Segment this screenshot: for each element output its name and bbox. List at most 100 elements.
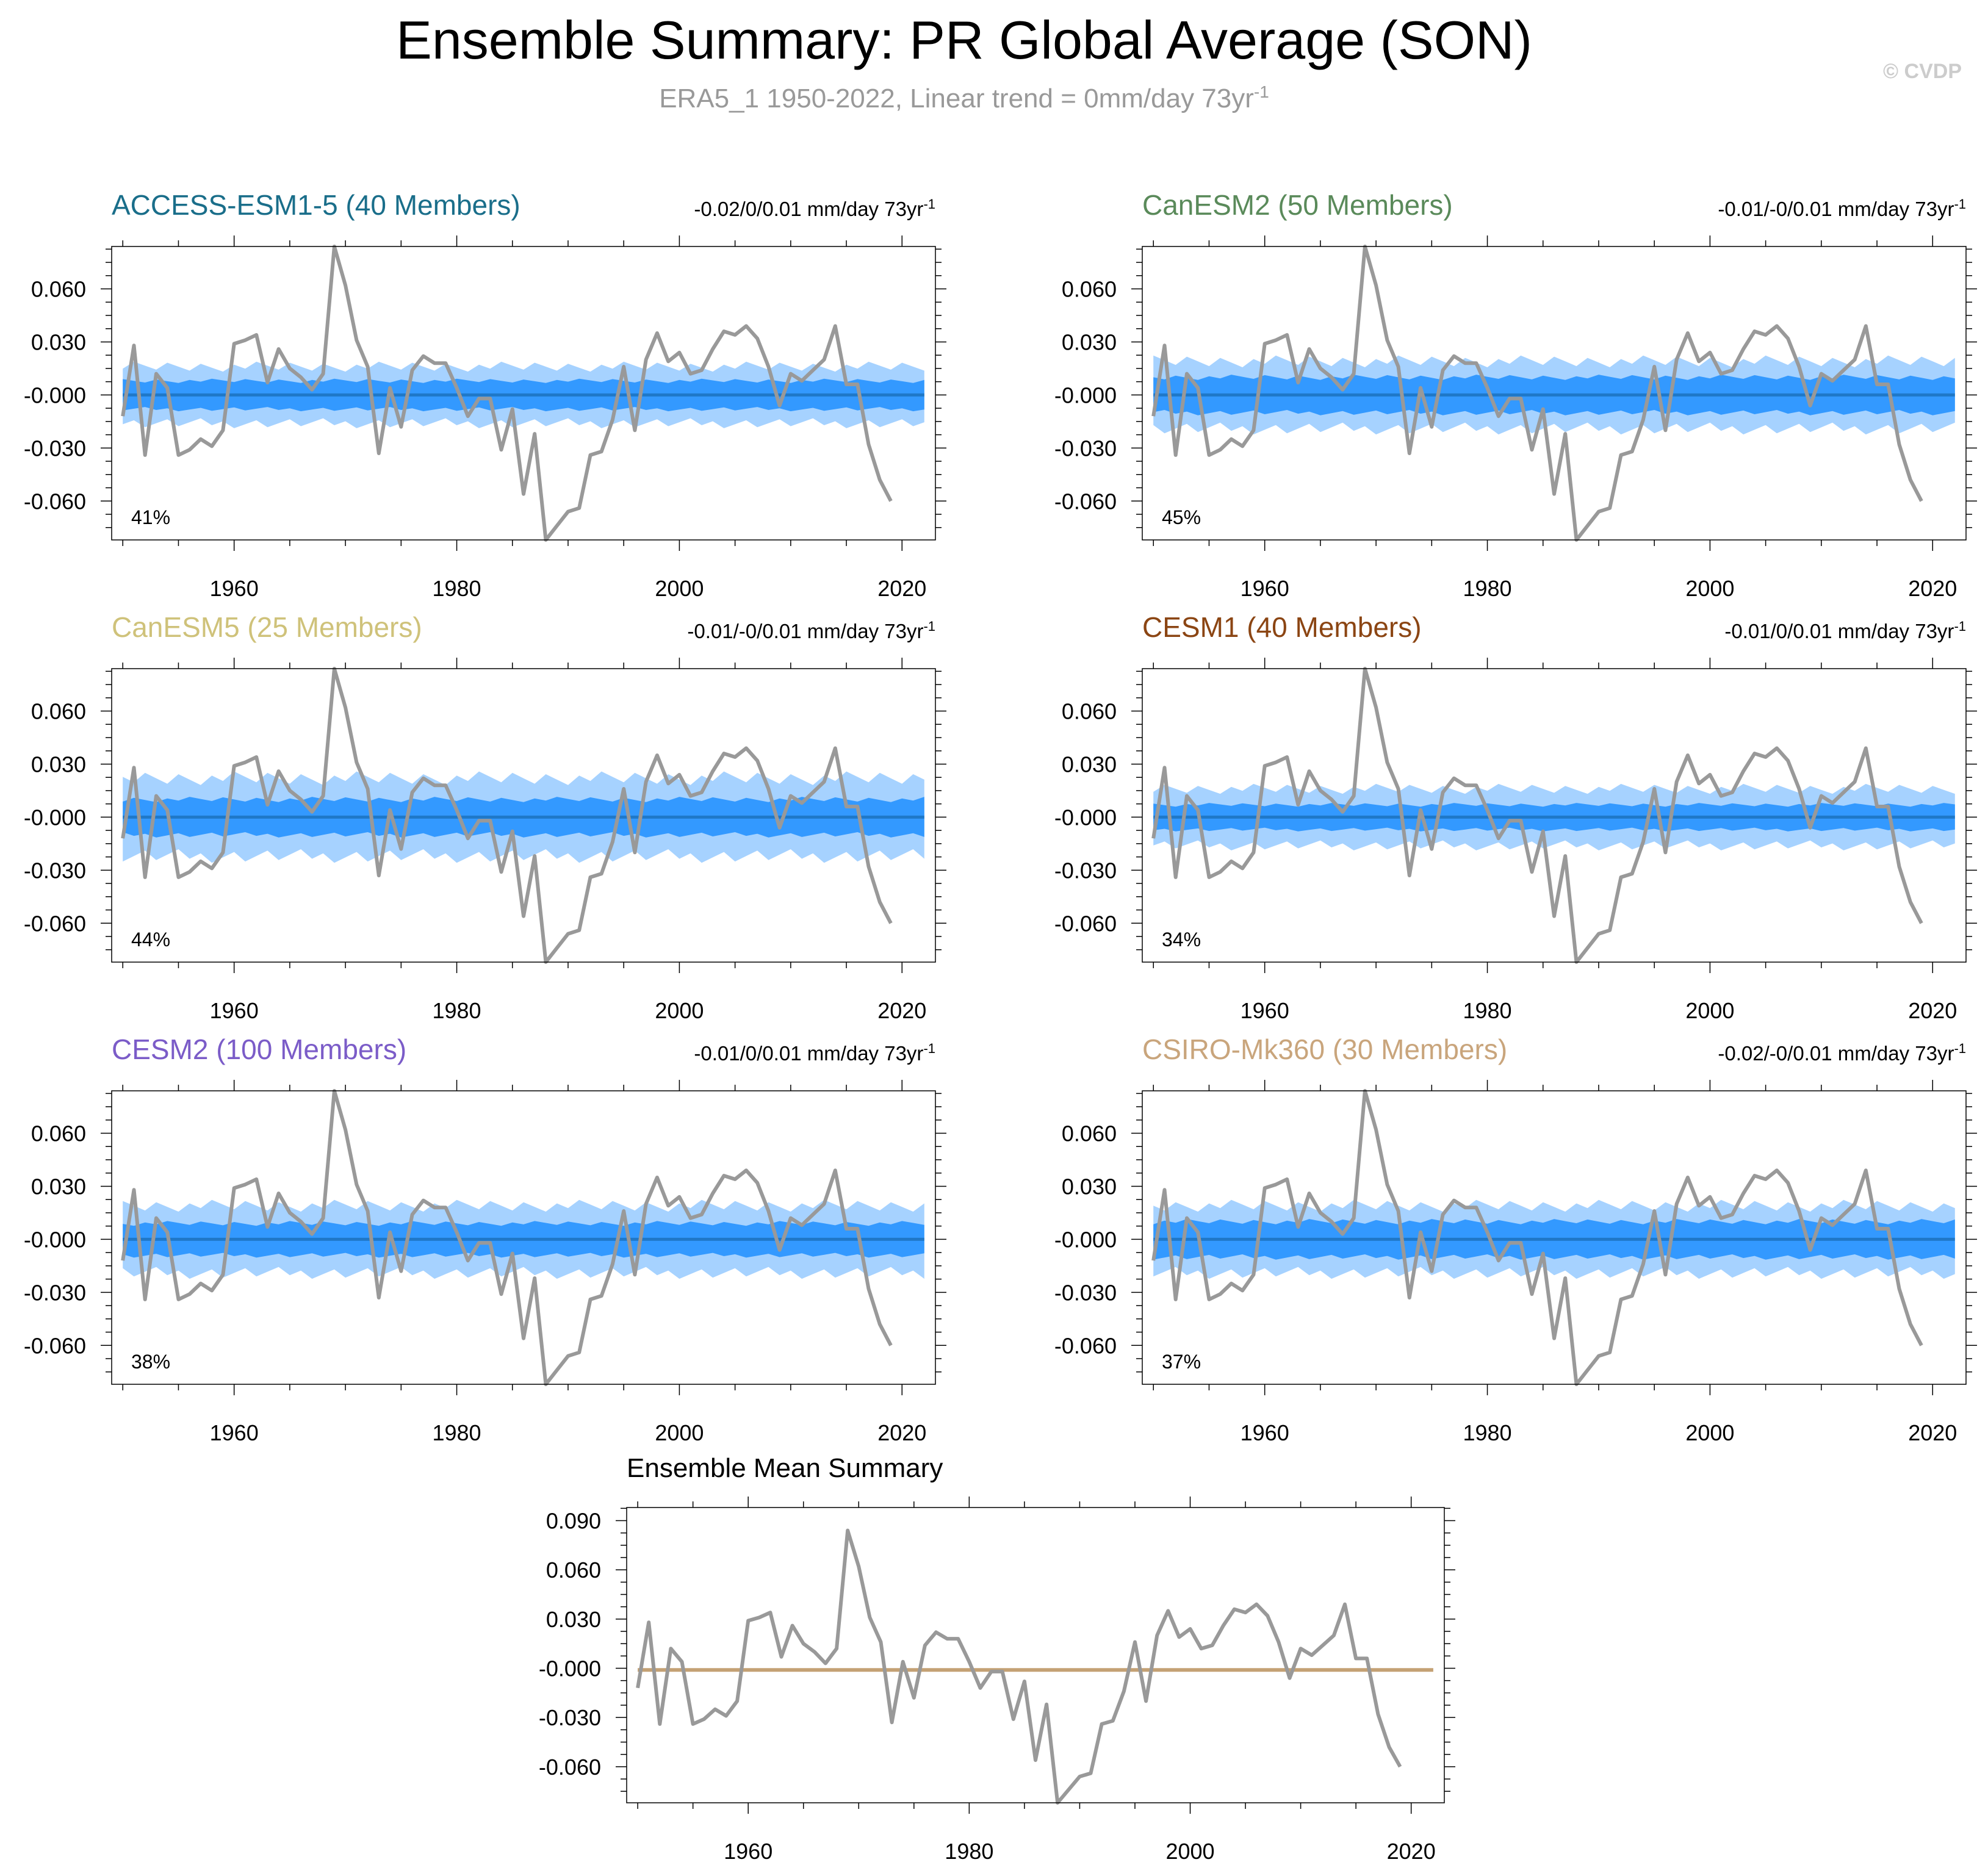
trend-label: -0.02/0/0.01 mm/day 73yr-1 [694, 196, 935, 220]
y-tick-label: -0.030 [24, 1280, 86, 1305]
y-tick-label: 0.030 [546, 1607, 601, 1632]
y-tick-label: -0.060 [1054, 1333, 1117, 1358]
y-tick-label: -0.060 [24, 1333, 86, 1358]
panel-title: ACCESS-ESM1-5 (40 Members) [112, 189, 520, 221]
y-tick-label: -0.060 [1054, 911, 1117, 936]
x-tick-label: 2000 [1685, 576, 1734, 601]
trend-label: -0.01/-0/0.01 mm/day 73yr-1 [1718, 196, 1966, 220]
observed-line [121, 667, 893, 964]
figure-title: Ensemble Summary: PR Global Average (SON… [396, 10, 1532, 70]
y-tick-label: -0.000 [24, 383, 86, 408]
x-tick-label: 1980 [1463, 1420, 1511, 1445]
y-tick-label: -0.030 [1054, 436, 1117, 461]
x-tick-label: 1960 [724, 1839, 773, 1864]
x-tick-label: 1980 [432, 576, 481, 601]
x-tick-label: 2000 [1685, 998, 1734, 1023]
y-tick-label: -0.060 [24, 489, 86, 514]
percent-label: 41% [131, 506, 170, 528]
figure-subtitle: ERA5_1 1950-2022, Linear trend = 0mm/day… [659, 82, 1269, 113]
y-tick-label: -0.030 [1054, 1280, 1117, 1305]
x-tick-label: 2020 [1908, 1420, 1957, 1445]
y-tick-label: 0.030 [1062, 752, 1117, 777]
y-tick-label: -0.060 [1054, 489, 1117, 514]
panel-title: CanESM5 (25 Members) [112, 611, 422, 643]
y-tick-label: -0.000 [1054, 1227, 1117, 1252]
x-tick-label: 1960 [1241, 1420, 1289, 1445]
y-tick-label: 0.060 [546, 1558, 601, 1583]
trend-superscript: -1 [923, 619, 935, 634]
y-tick-label: 0.030 [31, 1174, 86, 1199]
x-tick-label: 2020 [877, 998, 926, 1023]
observed-line [1151, 1089, 1923, 1386]
y-tick-label: 0.060 [1062, 1121, 1117, 1146]
trend-text: -0.01/-0/0.01 mm/day 73yr [687, 620, 923, 642]
y-tick-label: 0.060 [31, 699, 86, 724]
x-tick-label: 1980 [1463, 576, 1511, 601]
x-tick-label: 1960 [210, 998, 259, 1023]
y-tick-label: 0.060 [1062, 699, 1117, 724]
trend-text: -0.01/0/0.01 mm/day 73yr [694, 1042, 923, 1065]
trend-text: -0.01/0/0.01 mm/day 73yr [1724, 620, 1954, 642]
trend-label: -0.01/-0/0.01 mm/day 73yr-1 [687, 619, 935, 642]
percent-label: 38% [131, 1351, 170, 1373]
trend-label: -0.01/0/0.01 mm/day 73yr-1 [1724, 619, 1966, 642]
panel-canesm2: 1960 1980 2000 2020 -0.060 -0.030 -0.000 0.030 0… [1054, 189, 1977, 601]
y-tick-label: -0.030 [24, 858, 86, 883]
x-tick-label: 2020 [877, 576, 926, 601]
subtitle-text: ERA5_1 1950-2022, Linear trend = 0mm/day… [659, 84, 1254, 113]
observed-line [1151, 667, 1923, 964]
plot-frame [1142, 1090, 1967, 1385]
panel-title: CESM2 (100 Members) [112, 1033, 406, 1065]
panel-title: CESM1 (40 Members) [1142, 611, 1422, 643]
y-tick-label: 0.060 [31, 1121, 86, 1146]
x-tick-label: 2000 [1685, 1420, 1734, 1445]
percent-label: 45% [1162, 506, 1201, 528]
x-tick-label: 2000 [655, 576, 704, 601]
subtitle-superscript: -1 [1254, 82, 1269, 101]
y-tick-label: -0.030 [24, 436, 86, 461]
y-tick-label: 0.030 [1062, 1174, 1117, 1199]
y-tick-label: 0.030 [31, 752, 86, 777]
panel-cesm2: 1960 1980 2000 2020 -0.060 -0.030 -0.000 0.030 0… [24, 1033, 946, 1445]
panel-title: CSIRO-Mk360 (30 Members) [1142, 1033, 1507, 1065]
plot-frame [626, 1507, 1445, 1803]
y-tick-label: -0.000 [24, 1227, 86, 1252]
y-tick-label: -0.030 [539, 1705, 601, 1730]
x-tick-label: 1960 [210, 1420, 259, 1445]
y-tick-label: -0.000 [539, 1656, 601, 1681]
trend-superscript: -1 [923, 196, 935, 212]
panel-csiro-mk360: 1960 1980 2000 2020 -0.060 -0.030 -0.000 0.030 0… [1054, 1033, 1977, 1445]
trend-superscript: -1 [1954, 1041, 1966, 1056]
observed-line [121, 245, 893, 542]
trend-label: -0.01/0/0.01 mm/day 73yr-1 [694, 1041, 935, 1065]
x-tick-label: 2000 [1165, 1839, 1214, 1864]
plot-frame [111, 1090, 936, 1385]
panel-canesm5: 1960 1980 2000 2020 -0.060 -0.030 -0.000 0.030 0… [24, 611, 946, 1023]
x-tick-label: 1980 [432, 998, 481, 1023]
panel-access-ems1-5: 1960 1980 2000 2020 -0.060 -0.030 -0.000 0.030 0… [24, 189, 946, 601]
plot-frame [1142, 668, 1967, 963]
percent-label: 34% [1162, 929, 1201, 951]
x-tick-label: 1980 [1463, 998, 1511, 1023]
x-tick-label: 2000 [655, 1420, 704, 1445]
y-tick-label: -0.060 [539, 1755, 601, 1780]
y-tick-label: 0.060 [1062, 277, 1117, 302]
trend-text: -0.02/-0/0.01 mm/day 73yr [1718, 1042, 1954, 1065]
x-tick-label: 1980 [432, 1420, 481, 1445]
x-tick-label: 2020 [1908, 576, 1957, 601]
trend-text: -0.02/0/0.01 mm/day 73yr [694, 198, 923, 220]
plot-frame [111, 246, 936, 541]
x-tick-label: 1980 [945, 1839, 993, 1864]
trend-text: -0.01/-0/0.01 mm/day 73yr [1718, 198, 1954, 220]
trend-superscript: -1 [1954, 619, 1966, 634]
trend-label: -0.02/-0/0.01 mm/day 73yr-1 [1718, 1041, 1966, 1065]
x-tick-label: 1960 [210, 576, 259, 601]
percent-label: 37% [1162, 1351, 1201, 1373]
observed-line [1151, 245, 1923, 542]
observed-line [636, 1528, 1402, 1805]
trend-superscript: -1 [923, 1041, 935, 1056]
x-tick-label: 2020 [877, 1420, 926, 1445]
y-tick-label: -0.060 [24, 911, 86, 936]
plot-frame [111, 668, 936, 963]
